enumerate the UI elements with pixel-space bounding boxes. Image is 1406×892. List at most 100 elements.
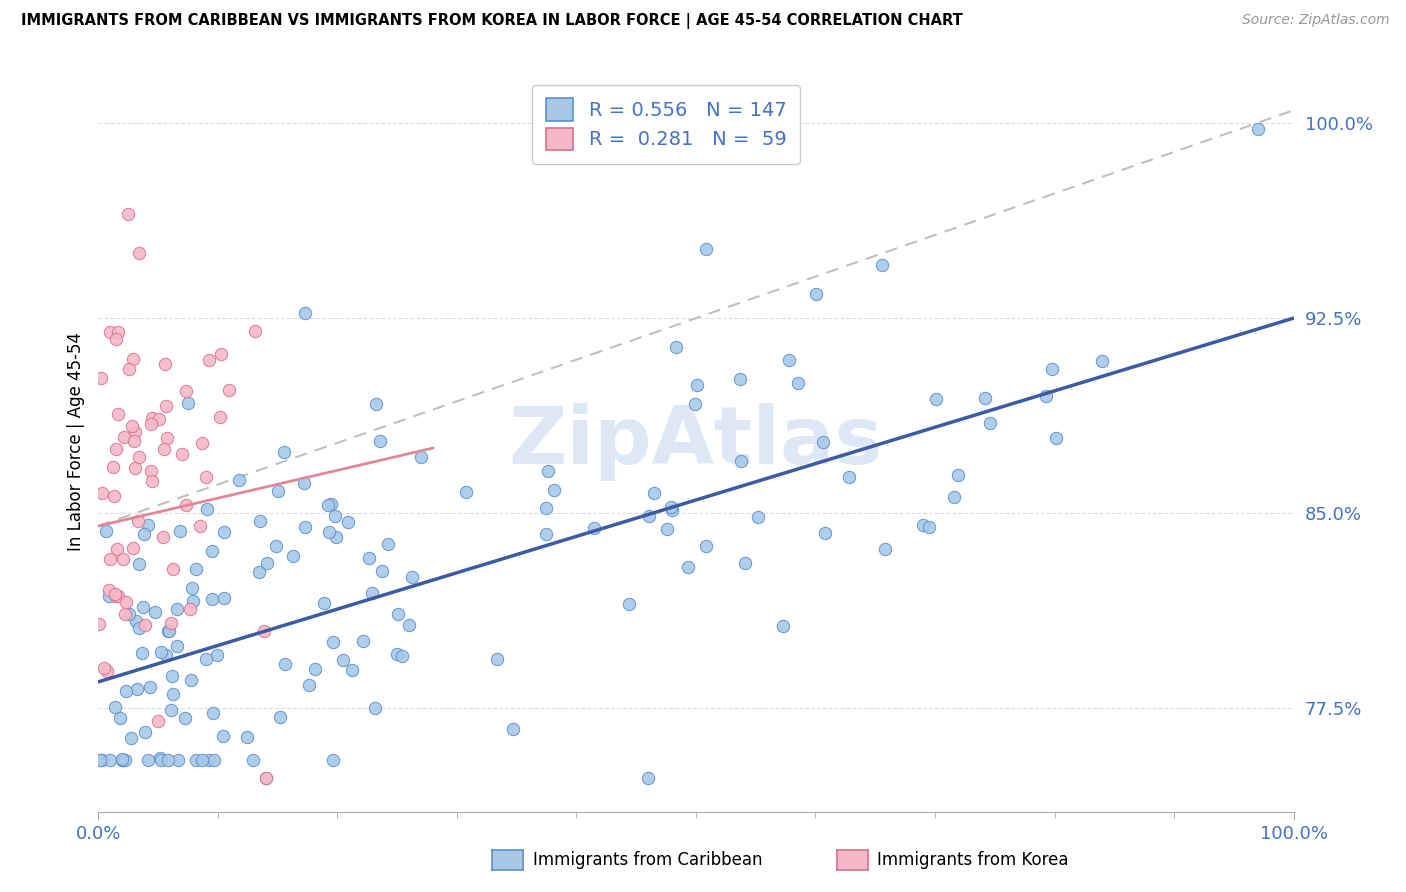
Point	[169, 524, 191, 539]
Text: Immigrants from Korea: Immigrants from Korea	[877, 851, 1069, 869]
Point	[155, 357, 177, 371]
Point	[162, 669, 184, 683]
Point	[97, 589, 120, 603]
Point	[174, 384, 197, 398]
Point	[152, 530, 174, 544]
Point	[643, 485, 665, 500]
Point	[112, 429, 135, 443]
Point	[105, 332, 128, 346]
Point	[155, 399, 177, 413]
Point	[322, 634, 344, 648]
Point	[103, 489, 125, 503]
Point	[96, 665, 118, 679]
Point	[195, 502, 218, 516]
Point	[811, 434, 834, 449]
Point	[122, 434, 145, 448]
Point	[873, 542, 896, 557]
Point	[96, 524, 118, 538]
Point	[778, 352, 800, 367]
Point	[371, 564, 394, 578]
Point	[368, 434, 391, 448]
Point	[197, 753, 219, 767]
Point	[181, 593, 204, 607]
Point	[118, 607, 141, 621]
Point	[236, 731, 259, 745]
Point	[141, 410, 163, 425]
Point	[1045, 431, 1067, 445]
Point	[191, 435, 214, 450]
Point	[139, 680, 162, 694]
Point	[536, 464, 558, 478]
Point	[409, 450, 432, 464]
Point	[166, 639, 188, 653]
Point	[254, 771, 277, 785]
Y-axis label: In Labor Force | Age 45-54: In Labor Force | Age 45-54	[66, 332, 84, 551]
Point	[160, 702, 183, 716]
Point	[325, 530, 347, 544]
Point	[166, 753, 188, 767]
Point	[125, 615, 148, 629]
Point	[180, 673, 202, 687]
Point	[364, 701, 387, 715]
Point	[264, 540, 287, 554]
Point	[352, 634, 374, 648]
Point	[90, 753, 112, 767]
Point	[172, 447, 194, 461]
Point	[619, 597, 641, 611]
Point	[247, 565, 270, 579]
Point	[456, 485, 478, 500]
Text: ZipAtlas: ZipAtlas	[509, 402, 883, 481]
Point	[191, 753, 214, 767]
Point	[201, 592, 224, 607]
Point	[134, 618, 156, 632]
Point	[127, 515, 149, 529]
Point	[90, 370, 112, 384]
Point	[181, 581, 204, 595]
Point	[294, 520, 316, 534]
Point	[150, 645, 173, 659]
Point	[387, 607, 409, 621]
Point	[1091, 354, 1114, 368]
Point	[911, 518, 934, 533]
Point	[111, 552, 134, 566]
Point	[174, 711, 197, 725]
Point	[121, 541, 143, 555]
Point	[1035, 388, 1057, 402]
Point	[156, 431, 179, 445]
Point	[195, 652, 218, 666]
Point	[659, 500, 682, 515]
Point	[534, 501, 557, 516]
Point	[91, 486, 114, 500]
Point	[787, 376, 810, 391]
Point	[136, 753, 159, 767]
Point	[772, 619, 794, 633]
Point	[249, 515, 271, 529]
Point	[104, 442, 127, 456]
Point	[201, 706, 224, 721]
Point	[139, 417, 162, 432]
Point	[128, 622, 150, 636]
Point	[242, 753, 264, 767]
Point	[243, 324, 266, 338]
Point	[695, 242, 717, 256]
Point	[128, 557, 150, 571]
Point	[804, 287, 827, 301]
Point	[342, 663, 364, 677]
Point	[377, 537, 399, 551]
Point	[128, 450, 150, 465]
Point	[318, 524, 340, 539]
Text: IMMIGRANTS FROM CARIBBEAN VS IMMIGRANTS FROM KOREA IN LABOR FORCE | AGE 45-54 CO: IMMIGRANTS FROM CARIBBEAN VS IMMIGRANTS …	[21, 13, 963, 29]
Point	[274, 657, 297, 671]
Point	[159, 616, 181, 631]
Point	[269, 709, 291, 723]
Point	[122, 351, 145, 366]
Point	[186, 753, 208, 767]
Point	[638, 509, 661, 524]
Point	[943, 490, 966, 504]
Point	[391, 649, 413, 664]
Point	[166, 602, 188, 616]
Point	[298, 678, 321, 692]
Point	[148, 714, 170, 728]
Point	[543, 483, 565, 498]
Point	[218, 383, 240, 397]
